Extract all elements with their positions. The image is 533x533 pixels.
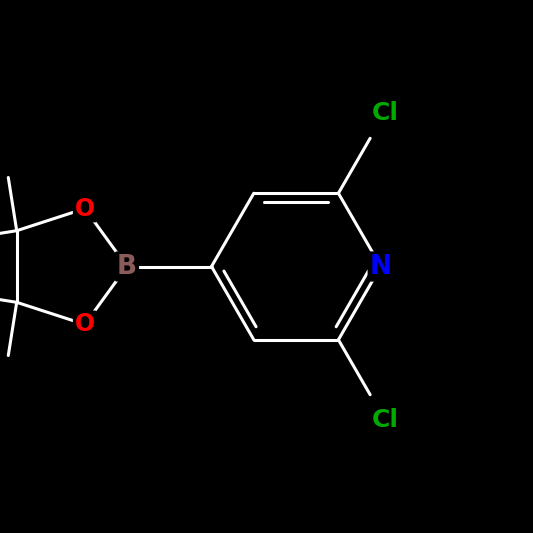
Text: N: N [370, 254, 392, 279]
Text: O: O [75, 197, 95, 221]
Text: Cl: Cl [372, 408, 399, 432]
Text: B: B [117, 254, 137, 279]
Text: Cl: Cl [372, 101, 399, 125]
Text: O: O [75, 312, 95, 336]
